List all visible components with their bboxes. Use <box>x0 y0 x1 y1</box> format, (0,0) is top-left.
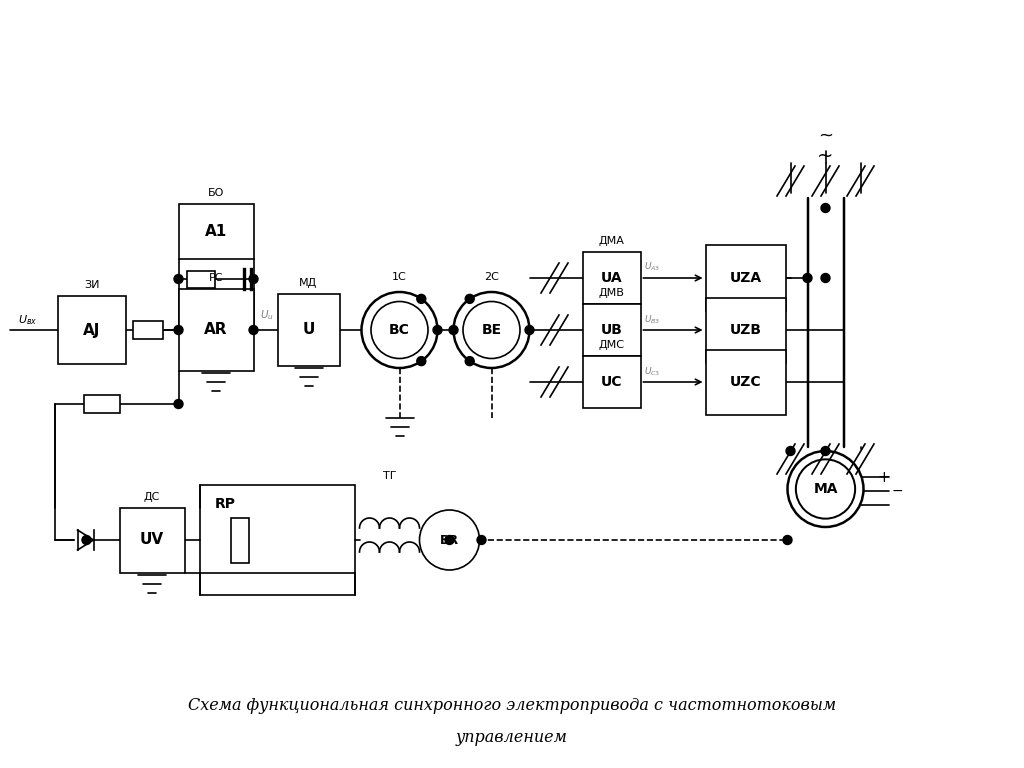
Circle shape <box>477 535 486 545</box>
Circle shape <box>465 356 474 366</box>
Circle shape <box>361 292 437 368</box>
Text: UC: UC <box>601 375 623 389</box>
Text: +: + <box>878 469 890 485</box>
Circle shape <box>821 273 830 283</box>
Text: БО: БО <box>208 187 224 197</box>
Text: ДМА: ДМА <box>599 236 625 246</box>
Circle shape <box>445 535 454 545</box>
Text: A1: A1 <box>205 223 227 239</box>
Text: РС: РС <box>209 273 223 283</box>
Circle shape <box>433 326 442 335</box>
Text: $U_{C3}$: $U_{C3}$ <box>644 365 660 378</box>
Bar <box>706 349 785 415</box>
Circle shape <box>463 302 520 359</box>
Circle shape <box>821 446 830 455</box>
Circle shape <box>82 535 91 545</box>
Text: BC: BC <box>389 323 410 337</box>
Circle shape <box>174 326 183 335</box>
Text: MA: MA <box>813 482 838 496</box>
Text: ТГ: ТГ <box>383 471 396 481</box>
Text: −: − <box>892 484 903 498</box>
Text: $U_u$: $U_u$ <box>259 308 273 322</box>
Text: управлением: управлением <box>456 730 568 746</box>
Text: AR: AR <box>204 323 227 337</box>
Circle shape <box>371 302 428 359</box>
Text: RP: RP <box>214 497 236 511</box>
Text: Схема функциональная синхронного электропривода с частотнотоковым: Схема функциональная синхронного электро… <box>188 697 836 714</box>
Text: UZC: UZC <box>730 375 761 389</box>
Bar <box>278 294 340 366</box>
Circle shape <box>454 292 529 368</box>
Circle shape <box>525 326 534 335</box>
Text: ДМВ: ДМВ <box>599 288 625 298</box>
Circle shape <box>417 294 426 303</box>
Circle shape <box>174 274 183 283</box>
Bar <box>706 297 785 362</box>
Circle shape <box>420 510 479 570</box>
Bar <box>187 270 215 287</box>
Circle shape <box>249 326 258 335</box>
Text: UA: UA <box>601 271 623 285</box>
Text: ДМС: ДМС <box>598 340 625 350</box>
Bar <box>706 246 785 310</box>
Circle shape <box>786 446 795 455</box>
Text: ~: ~ <box>818 127 833 145</box>
Circle shape <box>803 273 812 283</box>
Text: UZA: UZA <box>729 271 762 285</box>
Text: BE: BE <box>481 323 502 337</box>
Text: 1С: 1С <box>392 272 407 282</box>
Text: UZB: UZB <box>729 323 762 337</box>
Text: 2С: 2С <box>484 272 499 282</box>
Circle shape <box>787 451 863 527</box>
Circle shape <box>174 399 183 409</box>
Bar <box>583 356 640 408</box>
Text: МД: МД <box>299 278 317 288</box>
Bar <box>583 252 640 304</box>
Text: ДС: ДС <box>143 492 160 502</box>
Circle shape <box>417 356 426 366</box>
Circle shape <box>783 535 792 545</box>
Text: AJ: AJ <box>83 323 100 337</box>
Text: $U_{вх}$: $U_{вх}$ <box>18 313 38 327</box>
Bar <box>133 321 163 339</box>
Text: UV: UV <box>140 532 164 548</box>
Circle shape <box>465 294 474 303</box>
Bar <box>583 304 640 356</box>
Text: $U_{A3}$: $U_{A3}$ <box>644 261 660 273</box>
Circle shape <box>821 204 830 213</box>
Circle shape <box>796 459 855 518</box>
Bar <box>200 485 354 595</box>
Bar <box>178 204 254 259</box>
Text: ~: ~ <box>817 147 834 165</box>
Text: UB: UB <box>600 323 623 337</box>
Text: $U_{B3}$: $U_{B3}$ <box>644 313 660 326</box>
Circle shape <box>449 326 458 335</box>
Circle shape <box>249 274 258 283</box>
Text: BR: BR <box>440 534 459 547</box>
Bar <box>58 296 126 364</box>
Text: ЗИ: ЗИ <box>84 280 99 290</box>
Text: U: U <box>302 323 314 337</box>
Bar <box>84 395 120 413</box>
Bar <box>120 508 184 572</box>
Bar <box>230 518 249 562</box>
Bar <box>178 289 254 371</box>
